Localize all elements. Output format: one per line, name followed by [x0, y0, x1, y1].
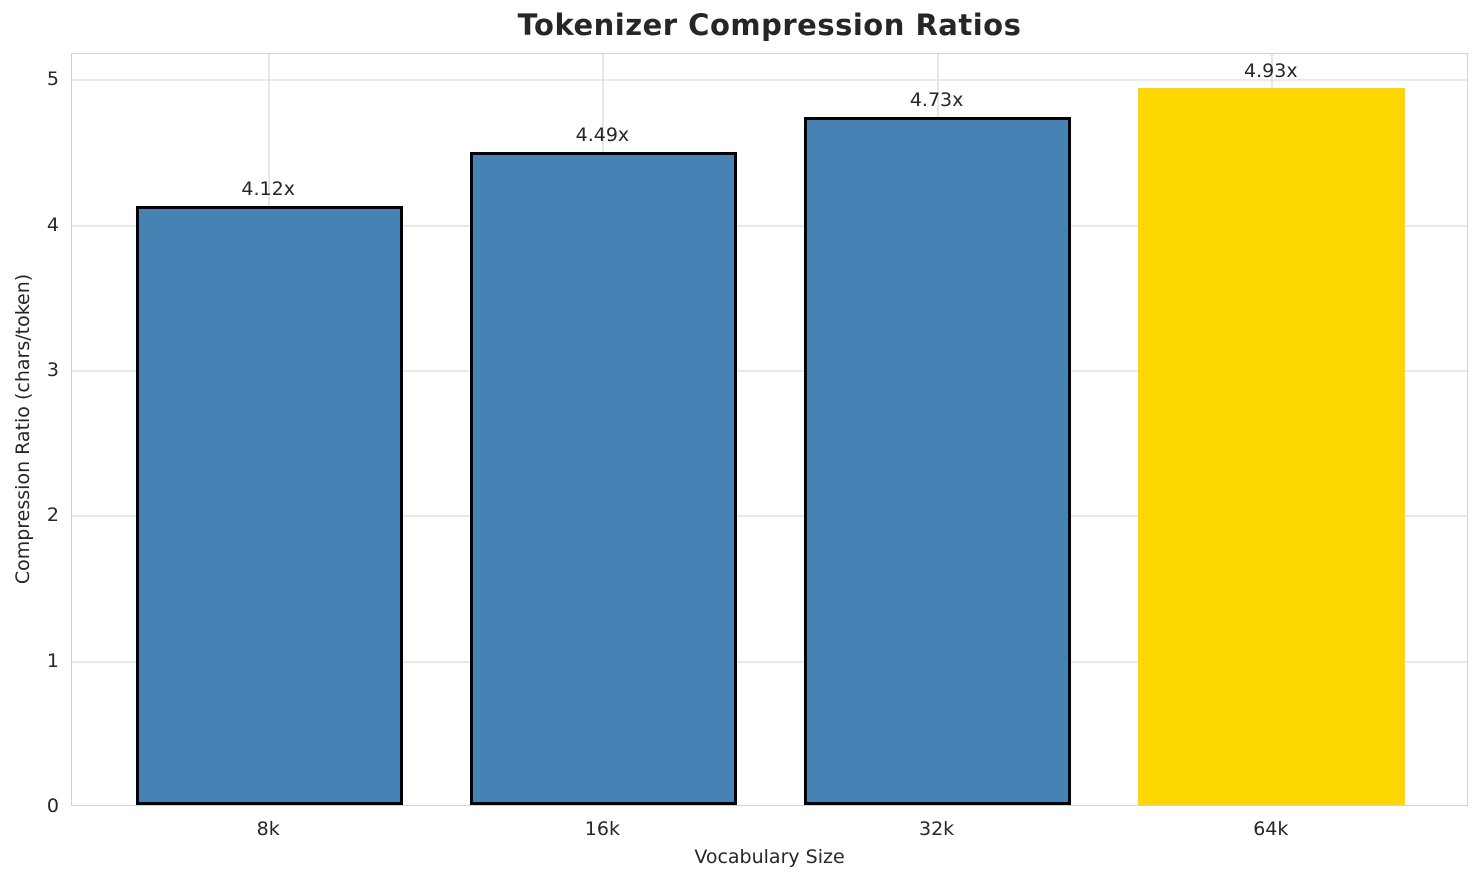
bar-8k	[135, 206, 403, 805]
gridline-y-2	[72, 515, 1467, 518]
x-tick-label-64k: 64k	[1253, 818, 1289, 840]
bar-value-label-64k: 4.93x	[1244, 60, 1298, 83]
y-tick-label-5: 5	[46, 68, 59, 91]
bar-value-label-16k: 4.49x	[575, 124, 630, 147]
y-tick-label-2: 2	[46, 504, 59, 527]
x-axis-label: Vocabulary Size	[694, 846, 845, 868]
bar-32k	[803, 117, 1072, 805]
y-axis-label: Compression Ratio (chars/token)	[12, 273, 34, 585]
bar-64k	[1138, 88, 1406, 805]
chart-title: Tokenizer Compression Ratios	[517, 8, 1022, 42]
y-tick-label-4: 4	[46, 213, 59, 236]
gridline-y-4	[72, 224, 1467, 227]
gridline-y-5	[72, 79, 1467, 82]
gridline-y-3	[72, 369, 1467, 372]
x-tick-label-32k: 32k	[919, 818, 955, 840]
gridline-y-1	[72, 660, 1467, 663]
bar-16k	[469, 152, 738, 805]
y-tick-label-3: 3	[46, 358, 59, 381]
y-tick-label-1: 1	[46, 649, 59, 672]
bar-value-label-8k: 4.12x	[241, 178, 295, 201]
plot-area	[71, 53, 1468, 806]
bar-value-label-32k: 4.73x	[909, 89, 964, 112]
x-tick-label-16k: 16k	[584, 818, 620, 840]
x-tick-label-8k: 8k	[256, 818, 280, 840]
y-tick-label-0: 0	[46, 795, 59, 817]
